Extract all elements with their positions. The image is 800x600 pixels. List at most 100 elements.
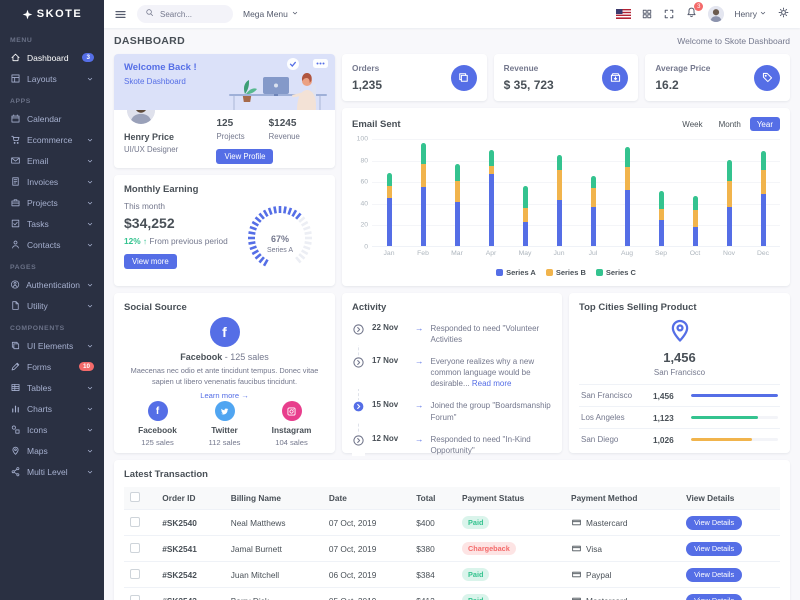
sidebar-item-charts[interactable]: Charts <box>0 398 104 419</box>
legend-label: Series B <box>555 268 586 277</box>
settings-button[interactable] <box>777 6 790 22</box>
stat-value: 1,235 <box>352 78 383 92</box>
stacked-bar[interactable] <box>386 172 392 246</box>
social-item-instagram[interactable]: Instagram 104 sales <box>258 401 325 447</box>
sidebar-item-multi-level[interactable]: Multi Level <box>0 461 104 482</box>
search-icon <box>146 9 154 17</box>
bar-segment-series-a <box>386 198 392 246</box>
x-tick-label: May <box>518 250 532 257</box>
bar-segment-series-b <box>386 185 392 199</box>
top-cities-title: Top Cities Selling Product <box>579 302 697 313</box>
bar-group-feb <box>406 139 440 246</box>
sidebar-item-badge: 3 <box>82 52 94 63</box>
chevron-down-icon <box>86 302 94 310</box>
menu-toggle-icon[interactable] <box>114 8 127 21</box>
learn-more-label: Learn more <box>200 391 240 401</box>
billing-name-cell: Juan Mitchell <box>224 561 323 588</box>
sidebar-item-forms[interactable]: Forms 10 <box>0 356 104 377</box>
view-more-button[interactable]: View more <box>124 254 177 269</box>
sidebar-item-ecommerce[interactable]: Ecommerce <box>0 129 104 150</box>
sidebar-item-email[interactable]: Email <box>0 150 104 171</box>
language-flag-icon[interactable] <box>616 9 632 19</box>
card-icon <box>572 545 581 552</box>
sidebar-item-authentication[interactable]: Authentication <box>0 274 104 295</box>
bar-segment-series-a <box>692 226 698 246</box>
stacked-bar[interactable] <box>488 149 494 246</box>
stacked-bar[interactable] <box>658 190 664 246</box>
search-box[interactable] <box>137 5 233 23</box>
stacked-bar[interactable] <box>420 143 426 246</box>
projects-label: Projects <box>216 132 245 141</box>
range-button-month[interactable]: Month <box>712 117 748 131</box>
chevron-down-icon <box>86 384 94 392</box>
row-checkbox[interactable] <box>130 594 140 600</box>
sidebar-item-dashboard[interactable]: Dashboard 3 <box>0 47 104 68</box>
notifications-button[interactable]: 3 <box>685 2 704 22</box>
row-checkbox[interactable] <box>130 568 140 579</box>
view-details-button[interactable]: View Details <box>686 567 743 582</box>
city-progress-fill <box>691 394 778 397</box>
stacked-bar[interactable] <box>522 185 528 246</box>
action-cell: View Details <box>680 509 780 536</box>
sidebar-item-tables[interactable]: Tables <box>0 377 104 398</box>
stacked-bar[interactable] <box>590 175 596 246</box>
action-cell: View Details <box>680 535 780 562</box>
apps-grid-icon[interactable] <box>641 8 653 20</box>
search-input[interactable] <box>158 8 228 20</box>
total-cell: $412 <box>410 587 457 600</box>
activity-title: Activity <box>352 302 387 313</box>
bar-segment-series-a <box>658 220 664 246</box>
stacked-bar[interactable] <box>556 155 562 246</box>
learn-more-link[interactable]: Learn more → <box>200 391 249 400</box>
sidebar-item-invoices[interactable]: Invoices <box>0 171 104 192</box>
social-item-sales: 125 sales <box>141 438 174 448</box>
range-button-week[interactable]: Week <box>675 117 709 131</box>
city-row-los-angeles: Los Angeles 1,123 <box>579 406 780 428</box>
fullscreen-icon[interactable] <box>663 8 675 20</box>
sidebar-item-ui-elements[interactable]: UI Elements <box>0 335 104 356</box>
sidebar-item-utility[interactable]: Utility <box>0 295 104 316</box>
chevron-down-icon <box>87 386 93 389</box>
view-details-button[interactable]: View Details <box>686 593 743 600</box>
view-details-button[interactable]: View Details <box>686 515 743 530</box>
mega-menu-button[interactable]: Mega Menu <box>243 9 299 19</box>
sidebar-item-icons[interactable]: Icons <box>0 419 104 440</box>
stacked-bar[interactable] <box>454 163 460 246</box>
sidebar-item-contacts[interactable]: Contacts <box>0 234 104 255</box>
view-profile-button[interactable]: View Profile <box>216 149 274 164</box>
arrow-circle-icon <box>352 355 365 390</box>
stacked-bar[interactable] <box>692 196 698 246</box>
range-button-year[interactable]: Year <box>749 117 780 131</box>
invoice-icon <box>12 177 19 186</box>
bar-segment-series-c <box>624 146 630 168</box>
view-details-button[interactable]: View Details <box>686 541 743 556</box>
column-header-view-details: View Details <box>680 487 780 510</box>
user-menu[interactable]: Henry <box>734 9 767 19</box>
user-avatar[interactable] <box>708 6 725 22</box>
read-more-link[interactable]: Read more <box>471 379 512 389</box>
select-all-checkbox[interactable] <box>130 492 140 502</box>
stacked-bar[interactable] <box>624 146 630 246</box>
row-checkbox[interactable] <box>130 516 140 527</box>
stacked-bar[interactable] <box>726 159 732 246</box>
copy-stack-icon <box>450 64 477 91</box>
sidebar-item-layouts[interactable]: Layouts <box>0 68 104 89</box>
stacked-bar[interactable] <box>760 150 766 246</box>
date-cell: 07 Oct, 2019 <box>322 509 411 536</box>
city-progress-bar <box>691 416 778 419</box>
sidebar-item-tasks[interactable]: Tasks <box>0 213 104 234</box>
sidebar-item-calendar[interactable]: Calendar <box>0 108 104 129</box>
social-item-twitter[interactable]: Twitter 112 sales <box>191 401 258 447</box>
sidebar-item-maps[interactable]: Maps <box>0 440 104 461</box>
y-tick-label: 100 <box>356 135 368 143</box>
sidebar-item-projects[interactable]: Projects <box>0 192 104 213</box>
social-item-facebook[interactable]: f Facebook 125 sales <box>124 401 191 447</box>
stat-cards-row: Orders 1,235 Revenue $ 35, 723 Average Price… <box>342 54 791 101</box>
total-cell: $384 <box>410 561 457 588</box>
brand-logo[interactable]: SKOTE <box>0 0 104 28</box>
chevron-down-icon <box>86 447 94 455</box>
user-circle-icon <box>11 280 20 289</box>
pencil-icon <box>11 362 20 371</box>
row-checkbox[interactable] <box>130 542 140 553</box>
bar-segment-series-a <box>420 186 426 246</box>
